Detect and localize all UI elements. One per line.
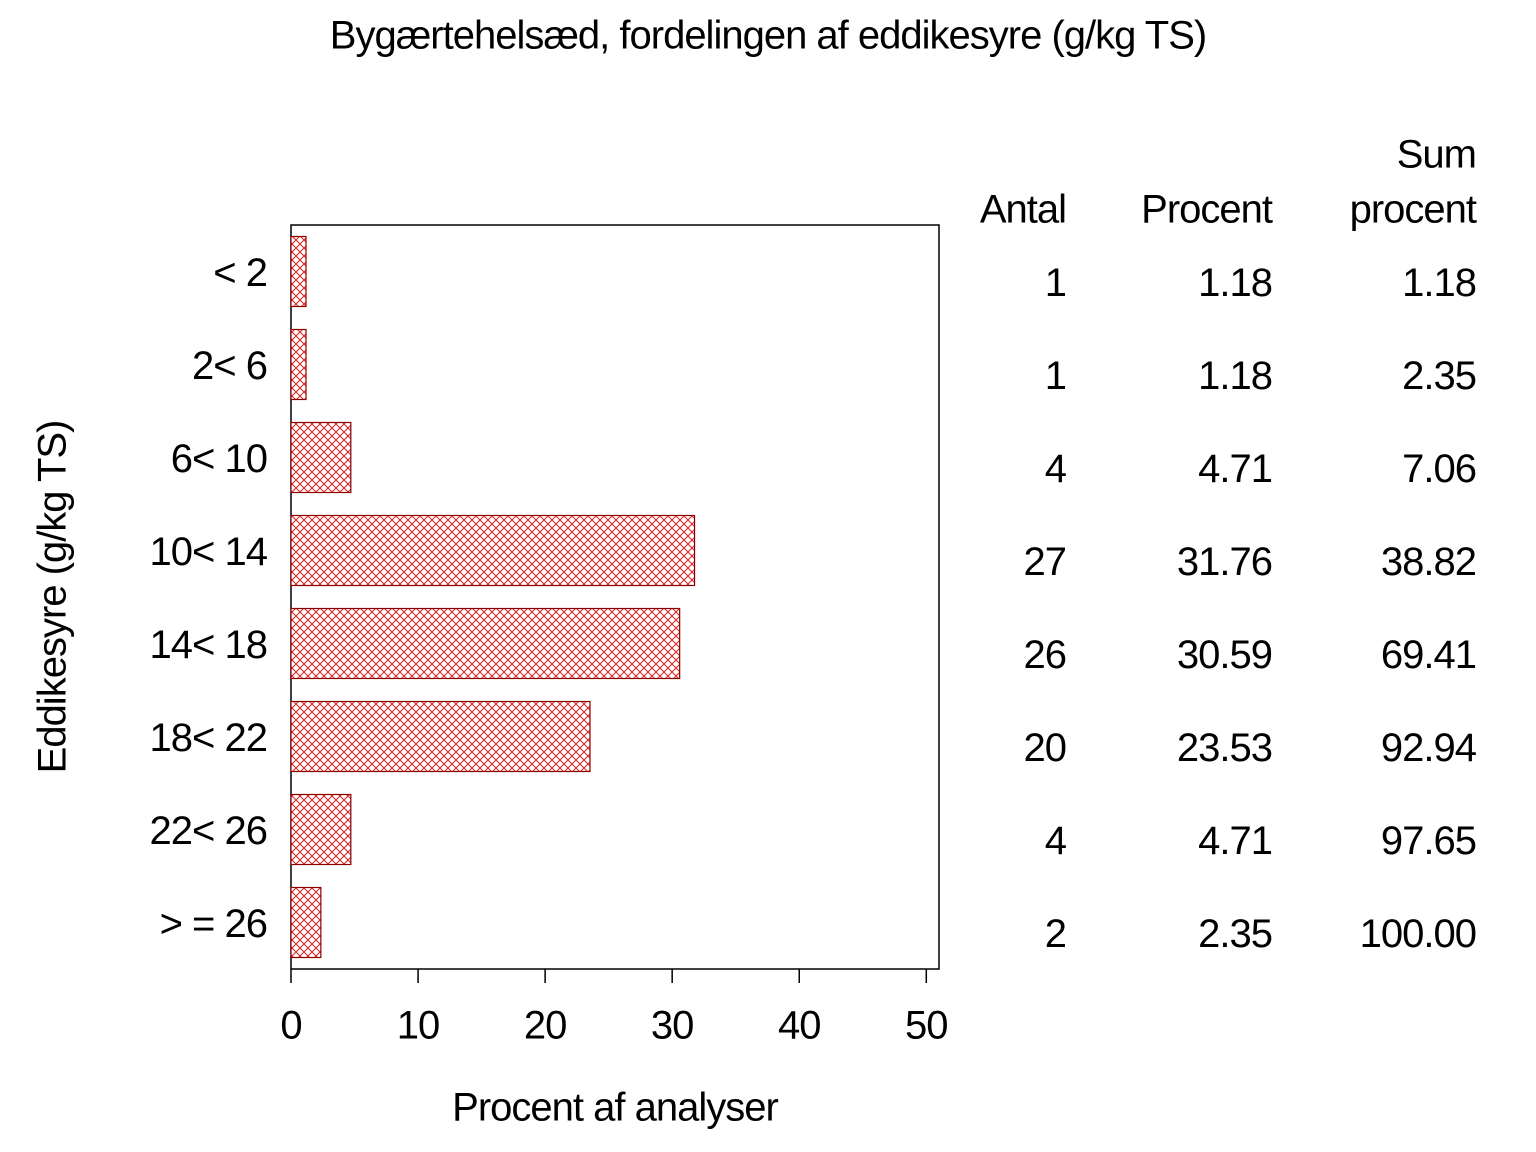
bar [290,514,696,587]
x-tick-label: 0 [280,1004,301,1048]
bar [290,886,322,959]
table-percent: 31.76 [1177,540,1272,584]
table-cumulative: 92.94 [1381,726,1477,770]
y-tick-label: 14< 18 [150,623,267,667]
bar [290,607,681,680]
table-cumulative: 69.41 [1381,633,1476,677]
bar [290,328,307,401]
y-tick-label: 10< 14 [150,530,268,574]
x-tick-label: 40 [778,1004,821,1048]
table-cumulative: 100.00 [1360,912,1476,956]
bar [290,700,591,773]
table-cumulative: 97.65 [1381,819,1476,863]
plot-frame [290,224,940,970]
table-header: Antal [980,188,1066,232]
y-tick-label: 18< 22 [150,716,267,760]
table-count: 1 [1045,354,1066,398]
table-count: 27 [1024,540,1067,584]
table-count: 4 [1045,819,1067,863]
x-axis-label: Procent af analyser [452,1086,778,1130]
y-tick-label: 22< 26 [150,809,267,853]
table-count: 4 [1045,447,1067,491]
x-tick-label: 50 [905,1004,948,1048]
table-percent: 23.53 [1177,726,1272,770]
table-cumulative: 7.06 [1402,447,1476,491]
table-header: procent [1350,188,1477,232]
table-percent: 1.18 [1198,354,1272,398]
table-cumulative: 1.18 [1402,261,1476,305]
table-header: Procent [1141,188,1273,232]
bar [290,793,352,866]
x-tick-label: 10 [397,1004,440,1048]
table-count: 20 [1024,726,1067,770]
y-tick-label: 2< 6 [192,344,267,388]
table-percent: 4.71 [1198,819,1272,863]
y-axis-label: Eddikesyre (g/kg TS) [31,421,75,774]
x-tick-label: 20 [524,1004,567,1048]
table-percent: 30.59 [1177,633,1272,677]
y-tick-label: > = 26 [160,902,267,946]
x-tick-label: 30 [651,1004,694,1048]
table-cumulative: 2.35 [1402,354,1476,398]
table-cumulative: 38.82 [1381,540,1476,584]
table-count: 26 [1024,633,1067,677]
table-count: 2 [1045,912,1066,956]
table-header: Sum [1397,133,1476,177]
table-percent: 1.18 [1198,261,1272,305]
bar [290,235,307,308]
chart-title: Bygærtehelsæd, fordelingen af eddikesyre… [330,14,1206,58]
table-count: 1 [1045,261,1066,305]
table-percent: 4.71 [1198,447,1272,491]
y-tick-label: 6< 10 [171,437,267,481]
bar [290,421,352,494]
y-tick-label: < 2 [213,251,267,295]
table-percent: 2.35 [1198,912,1272,956]
